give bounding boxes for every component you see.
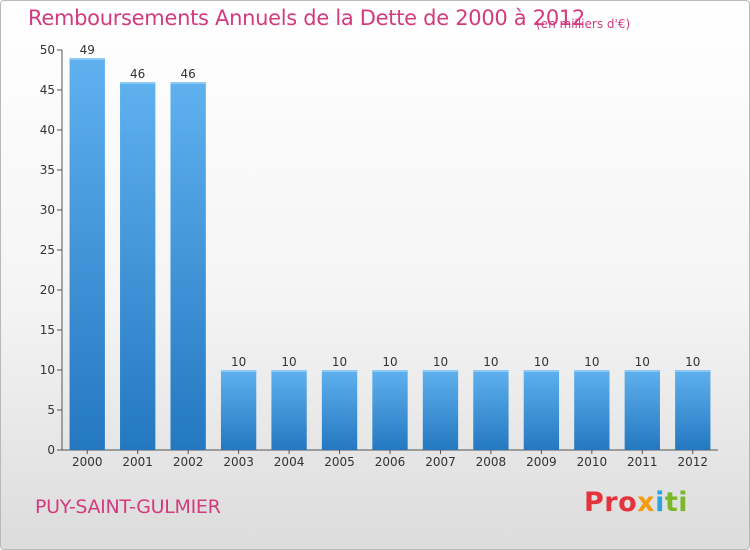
x-tick-label: 2011: [627, 455, 658, 469]
logo-part-2: x: [637, 487, 656, 518]
bar-value-label: 46: [130, 67, 145, 81]
bar-value-label: 10: [635, 355, 650, 369]
logo-part-1: Pro: [584, 487, 638, 518]
bar: [422, 370, 459, 450]
bar-top-highlight: [422, 370, 459, 372]
bar-top-highlight: [120, 82, 156, 84]
bar: [473, 370, 509, 450]
bar: [220, 370, 257, 450]
bar-value-label: 10: [685, 355, 700, 369]
bar-value-label: 10: [534, 355, 549, 369]
bar: [69, 58, 105, 450]
x-tick-label: 2000: [72, 455, 103, 469]
unit-note: (en milliers d'€): [536, 17, 631, 31]
bar-top-highlight: [170, 82, 206, 84]
bar-top-highlight: [675, 370, 711, 372]
bar: [523, 370, 560, 450]
bar-value-label: 10: [433, 355, 448, 369]
y-tick-label: 35: [40, 163, 55, 177]
x-tick-label: 2001: [122, 455, 153, 469]
y-tick-label: 45: [40, 83, 55, 97]
bar-top-highlight: [372, 370, 408, 372]
bar-top-highlight: [473, 370, 509, 372]
x-tick-label: 2008: [476, 455, 507, 469]
y-tick-label: 50: [40, 43, 55, 57]
y-tick-label: 15: [40, 323, 55, 337]
y-tick-label: 25: [40, 243, 55, 257]
x-tick-label: 2002: [173, 455, 204, 469]
bar-top-highlight: [624, 370, 660, 372]
bar: [372, 370, 408, 450]
y-tick-label: 5: [47, 403, 55, 417]
x-tick-label: 2012: [677, 455, 708, 469]
bar: [321, 370, 358, 450]
logo-part-4: ti: [664, 487, 689, 518]
bar: [624, 370, 660, 450]
bar: [574, 370, 610, 450]
bar-top-highlight: [271, 370, 307, 372]
bar-value-label: 10: [231, 355, 246, 369]
bar-labels: 49 46 46 10 10 10 10 10 10 10 10 10 10: [80, 43, 701, 369]
bars: [69, 58, 711, 450]
bar-value-label: 49: [80, 43, 95, 57]
bar-value-label: 10: [382, 355, 397, 369]
y-tick-label: 20: [40, 283, 55, 297]
bar: [170, 82, 206, 450]
x-tick-label: 2003: [223, 455, 254, 469]
chart-title: Remboursements Annuels de la Dette de 20…: [28, 6, 585, 30]
bar-top-highlight: [69, 58, 105, 60]
y-tick-label: 40: [40, 123, 55, 137]
bar-top-highlight: [523, 370, 560, 372]
y-tick-label: 10: [40, 363, 55, 377]
bar: [120, 82, 156, 450]
y-tick-label: 30: [40, 203, 55, 217]
bar-value-label: 10: [332, 355, 347, 369]
logo-part-3: i: [655, 487, 665, 518]
bar: [675, 370, 711, 450]
bar-value-label: 10: [281, 355, 296, 369]
bar-value-label: 10: [584, 355, 599, 369]
location-name: PUY-SAINT-GULMIER: [35, 496, 221, 518]
x-tick-label: 2004: [274, 455, 305, 469]
bar: [271, 370, 307, 450]
y-tick-label: 0: [47, 443, 55, 457]
bar-value-label: 10: [483, 355, 498, 369]
x-tick-label: 2005: [324, 455, 355, 469]
bar-top-highlight: [321, 370, 358, 372]
bar-value-label: 46: [181, 67, 196, 81]
x-tick-label: 2009: [526, 455, 557, 469]
x-tick-label: 2006: [375, 455, 406, 469]
proxiti-logo: Proxiti: [584, 487, 688, 518]
x-tick-label: 2007: [425, 455, 456, 469]
x-tick-label: 2010: [577, 455, 608, 469]
bar-top-highlight: [574, 370, 610, 372]
bar-top-highlight: [220, 370, 257, 372]
